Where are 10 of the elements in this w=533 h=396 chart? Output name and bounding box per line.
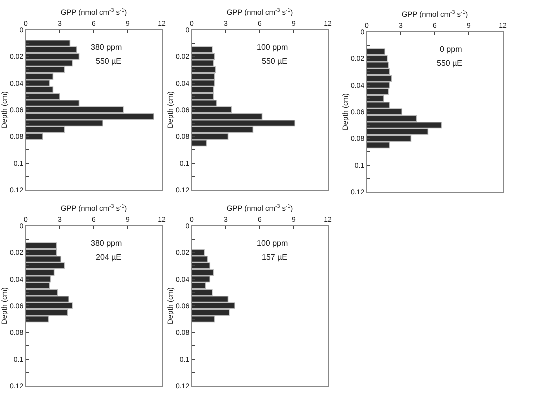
annotation: 380 ppm [91, 239, 122, 248]
annotation: 100 ppm [257, 239, 288, 248]
annotation: 550 µE [437, 59, 463, 68]
annotation: 550 µE [96, 57, 122, 66]
annotation: 380 ppm [91, 43, 122, 52]
annotation: 157 µE [262, 253, 288, 262]
annotation: 0 ppm [440, 45, 463, 54]
annotation: 550 µE [262, 57, 288, 66]
annotation: 204 µE [96, 253, 122, 262]
annotation: 100 ppm [257, 43, 288, 52]
